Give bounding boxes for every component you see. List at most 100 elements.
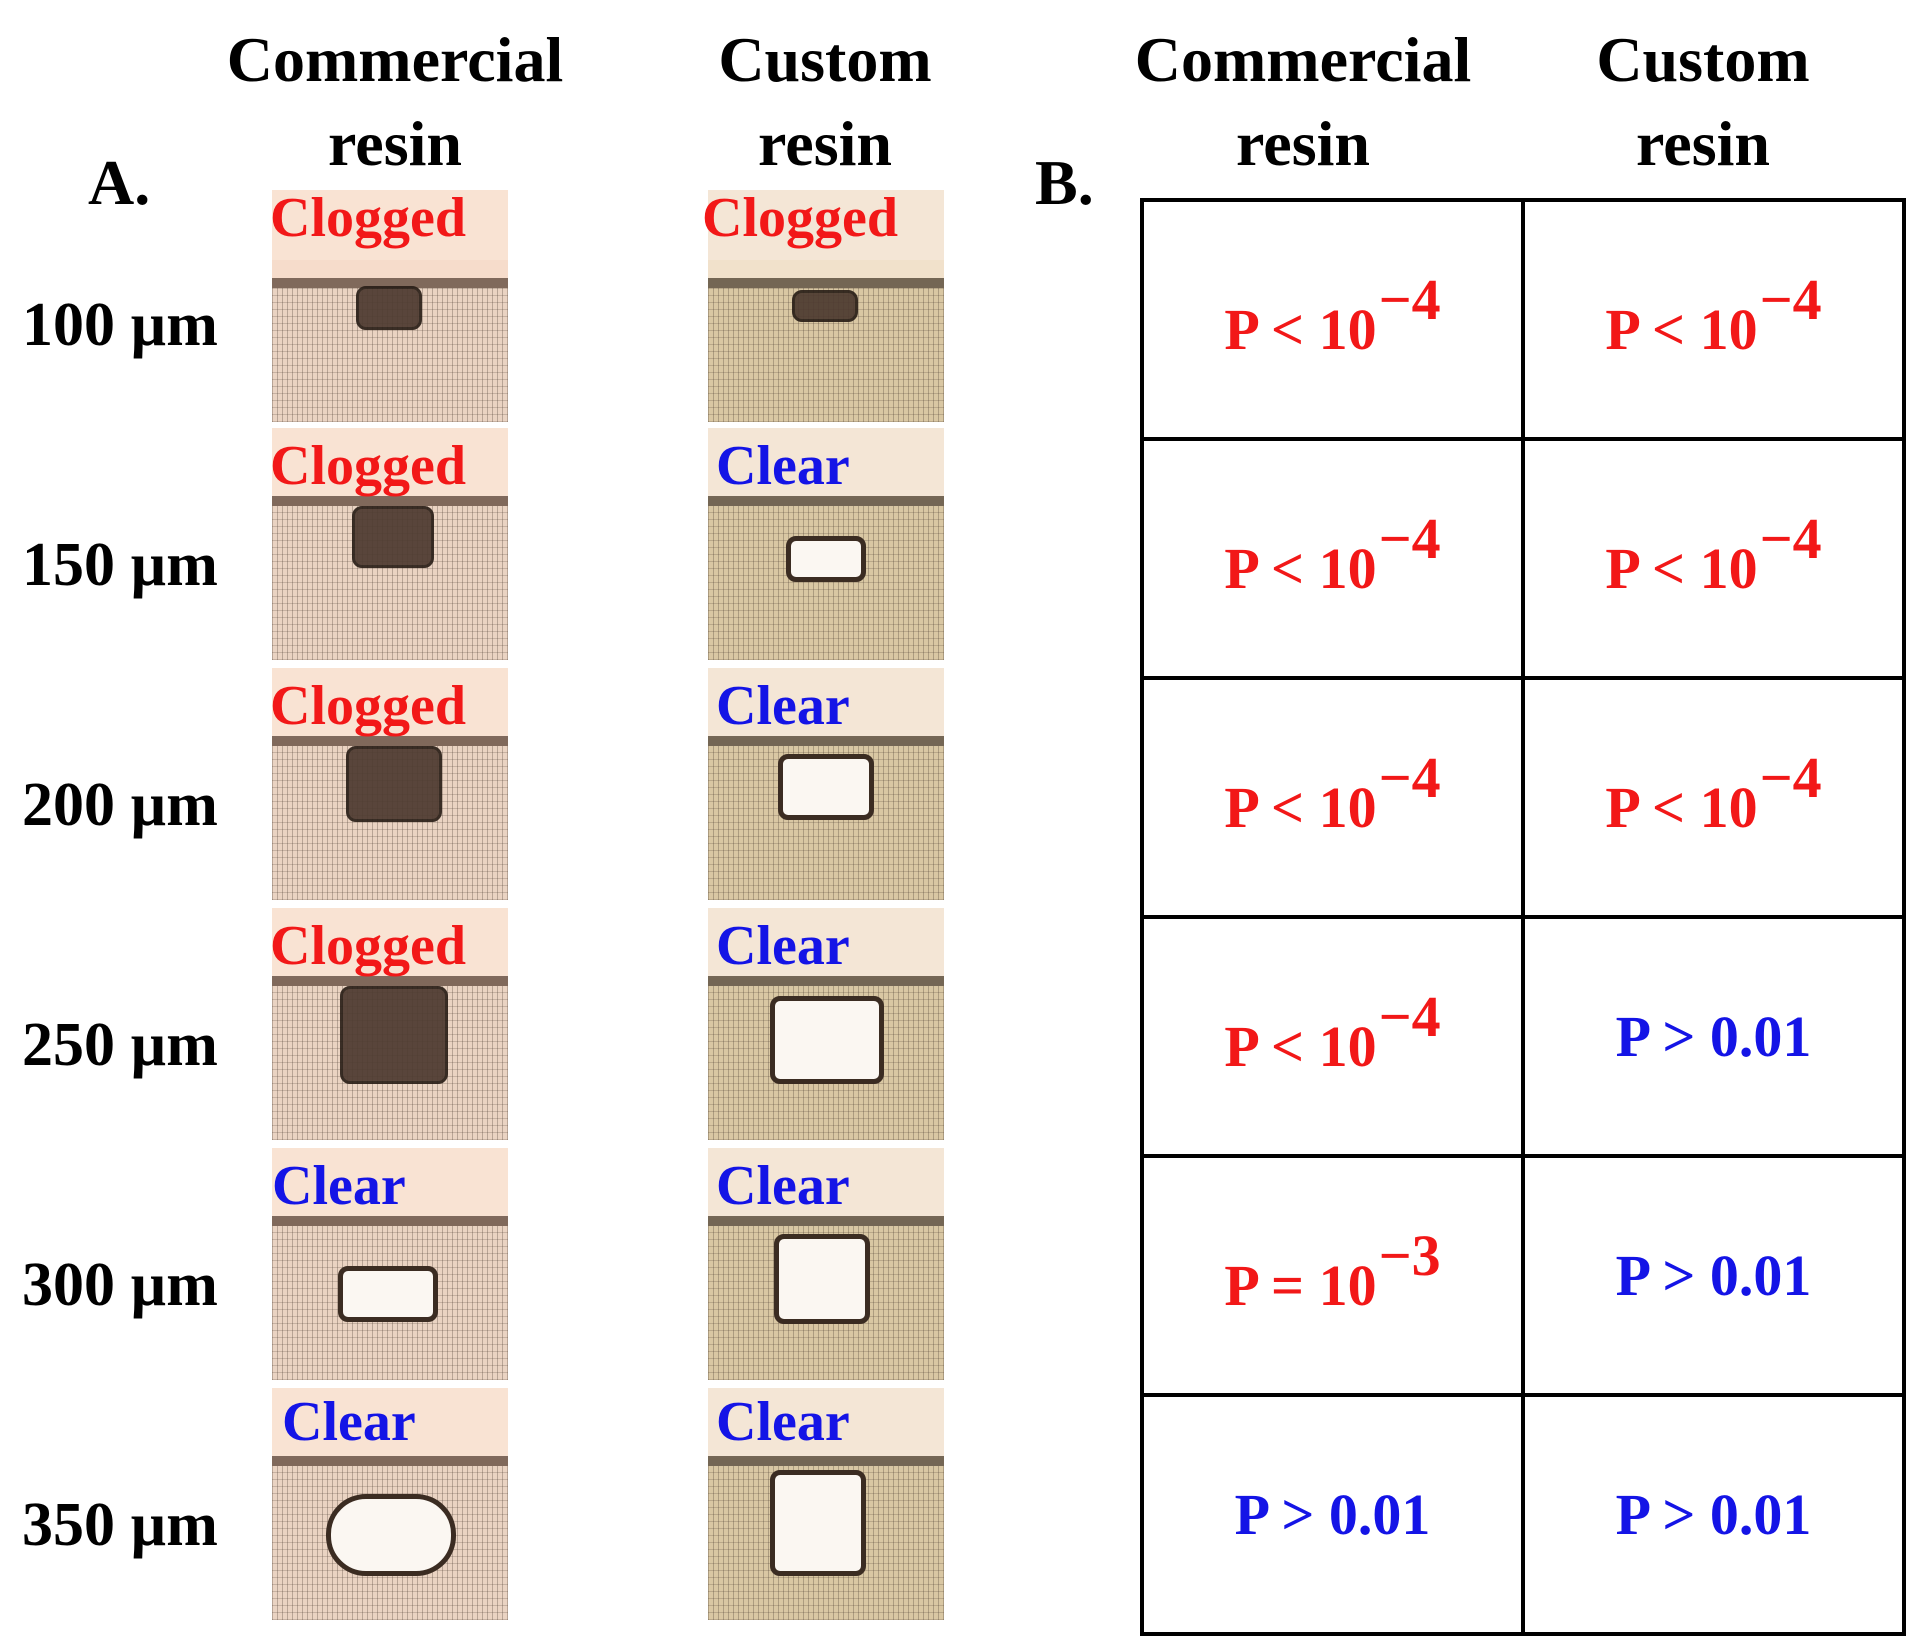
p-value-text: P = 10−3 bbox=[1224, 1223, 1440, 1319]
micrograph-custom-250 bbox=[708, 908, 944, 1140]
channel-opening bbox=[346, 746, 442, 822]
p-value-row: P > 0.01 P > 0.01 bbox=[1140, 1393, 1906, 1636]
micrograph-custom-300 bbox=[708, 1148, 944, 1380]
p-value-exponent: −4 bbox=[1759, 744, 1822, 810]
p-value-text: P > 0.01 bbox=[1235, 1482, 1431, 1547]
micrograph-commercial-200 bbox=[272, 668, 508, 900]
p-value-cell-commercial: P < 10−4 bbox=[1140, 198, 1525, 441]
micrograph-custom-350 bbox=[708, 1388, 944, 1620]
p-value-exponent: −4 bbox=[1378, 744, 1441, 810]
header-line-1: Commercial bbox=[1134, 24, 1472, 95]
status-commercial-350: Clear bbox=[282, 1391, 416, 1453]
p-value-table: P < 10−4 P < 10−4 P < 10−4 P < 10−4 P < 10−4… bbox=[1140, 198, 1906, 1636]
p-value-cell-custom: P > 0.01 bbox=[1521, 915, 1906, 1158]
status-custom-100: Clogged bbox=[702, 187, 898, 249]
channel-opening bbox=[770, 996, 884, 1084]
channel-opening bbox=[340, 986, 448, 1084]
channel-opening bbox=[774, 1234, 870, 1324]
p-value-cell-commercial: P < 10−4 bbox=[1140, 676, 1525, 919]
panel-a-label: A. bbox=[88, 147, 151, 218]
micrograph-custom-150 bbox=[708, 428, 944, 660]
p-value-base: P > 0.01 bbox=[1615, 1004, 1812, 1069]
p-value-base: P < 10 bbox=[1224, 775, 1377, 841]
panel-b-label: B. bbox=[1035, 147, 1094, 218]
channel-opening bbox=[778, 754, 874, 820]
size-label-250: 250 µm bbox=[22, 1011, 218, 1079]
p-value-exponent: −4 bbox=[1378, 505, 1441, 571]
p-value-cell-custom: P < 10−4 bbox=[1521, 437, 1906, 680]
status-custom-250: Clear bbox=[716, 915, 850, 977]
p-value-row: P = 10−3 P > 0.01 bbox=[1140, 1154, 1906, 1397]
status-commercial-150: Clogged bbox=[270, 435, 466, 497]
p-value-row: P < 10−4 P < 10−4 bbox=[1140, 198, 1906, 441]
p-value-text: P < 10−4 bbox=[1605, 267, 1821, 363]
channel-opening bbox=[352, 506, 434, 568]
size-label-200: 200 µm bbox=[22, 771, 218, 839]
p-value-cell-custom: P < 10−4 bbox=[1521, 198, 1906, 441]
status-custom-200: Clear bbox=[716, 675, 850, 737]
p-value-base: P < 10 bbox=[1605, 536, 1758, 602]
size-label-100: 100 µm bbox=[22, 291, 218, 359]
header-line-1: Commercial bbox=[226, 24, 564, 95]
p-value-exponent: −3 bbox=[1378, 1222, 1441, 1288]
micrograph-commercial-300 bbox=[272, 1148, 508, 1380]
panel-a-header-commercial: Commercial resin bbox=[200, 18, 590, 186]
p-value-base: P > 0.01 bbox=[1234, 1482, 1431, 1547]
channel-opening bbox=[326, 1494, 456, 1576]
header-line-2: resin bbox=[758, 108, 892, 179]
p-value-cell-commercial: P < 10−4 bbox=[1140, 437, 1525, 680]
p-value-base: P < 10 bbox=[1605, 775, 1758, 841]
micrograph-commercial-100 bbox=[272, 190, 508, 422]
p-value-base: P < 10 bbox=[1224, 536, 1377, 602]
p-value-text: P < 10−4 bbox=[1605, 745, 1821, 841]
status-custom-300: Clear bbox=[716, 1155, 850, 1217]
panel-b-header-commercial: Commercial resin bbox=[1108, 18, 1498, 186]
size-label-350: 350 µm bbox=[22, 1491, 218, 1559]
p-value-row: P < 10−4 P < 10−4 bbox=[1140, 676, 1906, 919]
p-value-text: P < 10−4 bbox=[1224, 984, 1440, 1079]
micrograph-commercial-350 bbox=[272, 1388, 508, 1620]
p-value-base: P < 10 bbox=[1605, 297, 1758, 363]
p-value-text: P < 10−4 bbox=[1224, 506, 1440, 602]
p-value-row: P < 10−4 P < 10−4 bbox=[1140, 437, 1906, 680]
p-value-text: P < 10−4 bbox=[1224, 745, 1440, 841]
header-line-1: Custom bbox=[718, 24, 932, 95]
header-line-1: Custom bbox=[1596, 24, 1810, 95]
channel-opening bbox=[786, 536, 866, 582]
channel-opening bbox=[338, 1266, 438, 1322]
p-value-row: P < 10−4 P > 0.01 bbox=[1140, 915, 1906, 1158]
status-commercial-250: Clogged bbox=[270, 915, 466, 977]
status-custom-150: Clear bbox=[716, 435, 850, 497]
p-value-cell-custom: P > 0.01 bbox=[1521, 1393, 1906, 1636]
p-value-cell-commercial: P = 10−3 bbox=[1140, 1154, 1525, 1397]
micrograph-commercial-150 bbox=[272, 428, 508, 660]
p-value-cell-commercial: P > 0.01 bbox=[1140, 1393, 1525, 1636]
p-value-text: P > 0.01 bbox=[1616, 1004, 1812, 1069]
p-value-text: P > 0.01 bbox=[1616, 1243, 1812, 1308]
status-custom-350: Clear bbox=[716, 1391, 850, 1453]
size-label-150: 150 µm bbox=[22, 531, 218, 599]
p-value-text: P < 10−4 bbox=[1224, 267, 1440, 363]
micrograph-commercial-250 bbox=[272, 908, 508, 1140]
p-value-base: P = 10 bbox=[1224, 1253, 1377, 1319]
p-value-cell-custom: P > 0.01 bbox=[1521, 1154, 1906, 1397]
header-line-2: resin bbox=[1236, 108, 1370, 179]
status-commercial-300: Clear bbox=[272, 1155, 406, 1217]
channel-opening bbox=[356, 286, 422, 330]
header-line-2: resin bbox=[328, 108, 462, 179]
channel-opening bbox=[770, 1470, 866, 1576]
micrograph-custom-200 bbox=[708, 668, 944, 900]
p-value-exponent: −4 bbox=[1759, 505, 1822, 571]
panel-b-header-custom: Custom resin bbox=[1558, 18, 1848, 186]
p-value-text: P > 0.01 bbox=[1616, 1482, 1812, 1547]
p-value-base: P > 0.01 bbox=[1615, 1243, 1812, 1308]
p-value-text: P < 10−4 bbox=[1605, 506, 1821, 602]
p-value-base: P < 10 bbox=[1224, 297, 1377, 363]
p-value-exponent: −4 bbox=[1378, 266, 1441, 332]
p-value-cell-custom: P < 10−4 bbox=[1521, 676, 1906, 919]
p-value-base: P > 0.01 bbox=[1615, 1482, 1812, 1547]
micrograph-custom-100 bbox=[708, 190, 944, 422]
status-commercial-100: Clogged bbox=[270, 187, 466, 249]
size-label-300: 300 µm bbox=[22, 1251, 218, 1319]
header-line-2: resin bbox=[1636, 108, 1770, 179]
